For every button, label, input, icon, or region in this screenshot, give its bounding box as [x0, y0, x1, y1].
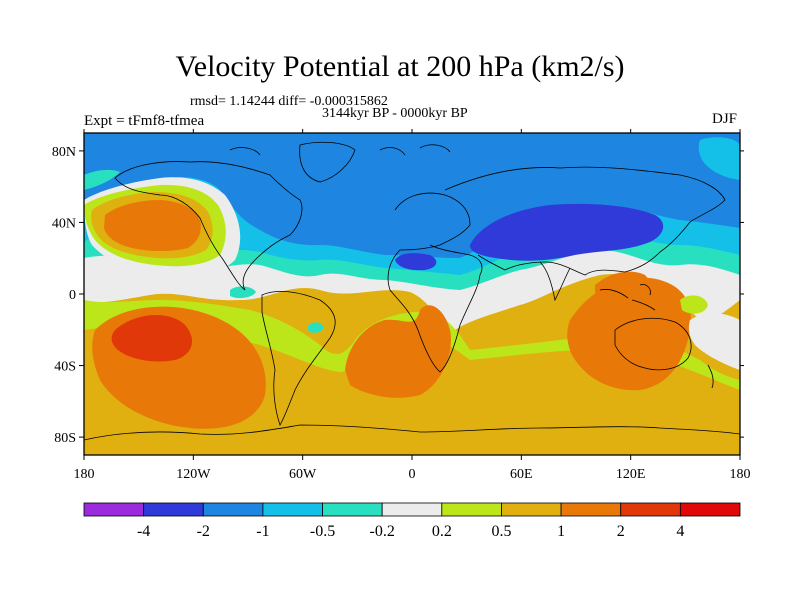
longitude-ticks: 180 120W 60W 0 60E 120E 180: [74, 129, 751, 482]
experiment-label: Expt = tFmf8-tfmea: [84, 113, 205, 129]
coastline-australia: [614, 317, 692, 371]
latitude-ticks: 80N 40N 0 40S 80S: [52, 145, 744, 446]
colorbar-label: -0.5: [310, 523, 335, 540]
colorbar-swatch: [202, 502, 264, 517]
coastline-europe-africa: [387, 192, 483, 373]
field-band-dark-orange-indian-ocean: [567, 277, 691, 391]
field-band-dark-blue-asia: [470, 203, 664, 261]
colorbar-swatch: [262, 502, 323, 517]
field-band-red-south-pacific: [111, 314, 193, 362]
colorbar-label: 4: [676, 523, 684, 540]
rmsd-diff-label: rmsd= 1.14244 diff= -0.000315862: [190, 94, 388, 109]
season-label: DJF: [712, 111, 738, 127]
colorbar: -4 -2 -1 -0.5 -0.2 0.2 0.5 1 2 4: [83, 502, 741, 540]
field-band-light-blue-northeast: [698, 137, 740, 180]
lat-tick-label: 40S: [54, 360, 76, 375]
lat-tick-label: 80S: [54, 431, 76, 446]
colorbar-swatch: [501, 502, 562, 517]
colorbar-swatch: [620, 502, 681, 517]
coastline-greenland: [299, 141, 356, 183]
coastline-india: [539, 261, 571, 302]
colorbar-swatch: [322, 502, 383, 517]
lon-tick-label: 120W: [176, 467, 211, 482]
colorbar-label: -2: [197, 523, 210, 540]
field-band-teal-blob-1: [230, 286, 256, 299]
colorbar-label: -0.2: [370, 523, 395, 540]
colorbar-swatch: [560, 502, 622, 517]
lon-tick-label: 0: [409, 467, 416, 482]
colorbar-label: 2: [617, 523, 625, 540]
colorbar-label: -1: [256, 523, 269, 540]
coastline-south-america: [261, 290, 336, 426]
field-band-teal-arctic: [84, 169, 120, 190]
lon-tick-label: 60E: [510, 467, 533, 482]
field-band-blue: [84, 133, 740, 258]
coastline-maritime-islands: [599, 284, 656, 311]
map-title: Velocity Potential at 200 hPa (km2/s): [175, 50, 625, 83]
contour-field: [84, 133, 740, 455]
colorbar-swatch: [679, 502, 741, 517]
lat-tick-label: 0: [69, 288, 76, 303]
field-band-dark-blue-africa: [395, 253, 437, 271]
coastline-new-zealand: [707, 364, 714, 389]
lon-tick-label: 180: [730, 467, 751, 482]
colorbar-swatch: [381, 502, 443, 517]
field-band-dark-orange-south-atlantic: [345, 305, 451, 398]
lon-tick-label: 120E: [616, 467, 646, 482]
coastlines: [84, 141, 740, 441]
coastline-north-america: [114, 161, 303, 291]
lon-tick-label: 60W: [289, 467, 317, 482]
coastline-arctic-islands: [229, 144, 451, 156]
field-band-light-green-patch: [680, 295, 708, 314]
period-label: 3144kyr BP - 0000kyr BP: [322, 106, 468, 121]
field-band-dark-orange-maritime: [595, 271, 651, 303]
colorbar-label: -4: [137, 523, 150, 540]
field-band-dark-orange-north-pacific: [104, 200, 201, 251]
lat-tick-label: 40N: [52, 216, 76, 231]
colorbar-label: 0.5: [491, 523, 511, 540]
colorbar-swatch: [83, 502, 145, 517]
coastline-antarctica: [84, 424, 740, 441]
colorbar-swatch: [441, 502, 502, 517]
lat-tick-label: 80N: [52, 145, 76, 160]
lon-tick-label: 180: [74, 467, 95, 482]
colorbar-label: 0.2: [432, 523, 452, 540]
coastline-asia: [444, 166, 726, 276]
field-band-white-southeast: [688, 313, 740, 370]
colorbar-label: 1: [557, 523, 565, 540]
colorbar-swatch: [143, 502, 204, 517]
field-band-teal-blob-2: [308, 322, 324, 333]
